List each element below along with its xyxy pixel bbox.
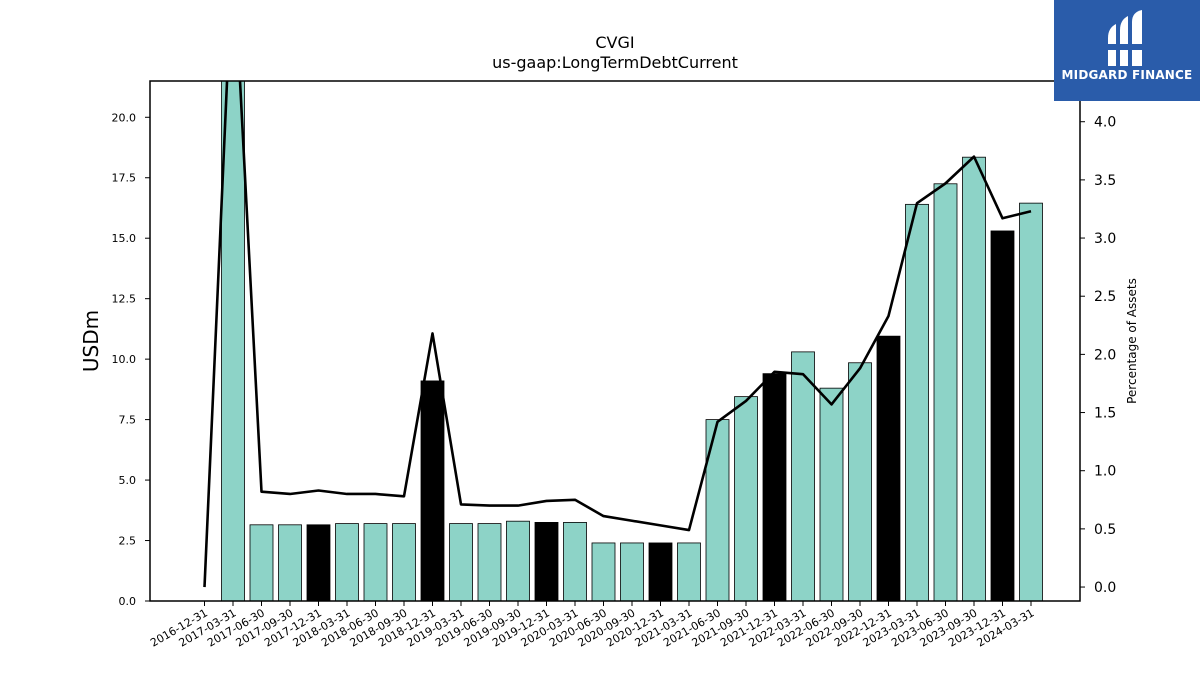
line-layer: [203, 81, 1032, 588]
bar-2017-06-30: [249, 524, 274, 601]
y-axis-label-right: Percentage of Assets: [1125, 278, 1139, 404]
y-tick-label: 2.5: [119, 535, 137, 548]
bar-2023-06-30: [933, 183, 958, 601]
bar-2022-03-31: [791, 351, 815, 601]
bar-2018-03-31: [335, 523, 359, 601]
bar-2021-06-30: [705, 419, 730, 601]
y2-tick-label: 3.5: [1094, 173, 1116, 189]
bar-2019-06-30: [477, 523, 502, 601]
y-tick-label: 0.0: [119, 595, 137, 608]
y2-tick-label: 1.5: [1094, 406, 1116, 422]
bar-2018-12-31: [420, 380, 445, 601]
bar-2023-03-31: [905, 203, 929, 601]
logo-text: MIDGARD FINANCE: [1061, 68, 1193, 82]
bar-2020-12-31: [648, 542, 673, 601]
y-tick-label: 20.0: [112, 111, 137, 124]
y2-tick-label: 2.0: [1094, 347, 1116, 363]
bar-2022-06-30: [819, 387, 844, 601]
bar-2023-12-31: [990, 230, 1015, 601]
bar-2017-09-30: [278, 524, 302, 601]
y2-tick-label: 2.5: [1094, 289, 1116, 305]
bar-2021-12-31: [762, 373, 787, 601]
bar-2020-03-31: [563, 522, 587, 601]
y-tick-label: 12.5: [112, 293, 137, 306]
y-tick-label: 15.0: [112, 232, 137, 245]
y2-tick-label: 0.0: [1094, 580, 1116, 596]
chart-title: CVGI: [595, 33, 634, 52]
chart-subtitle: us-gaap:LongTermDebtCurrent: [492, 53, 738, 72]
plot-frame: [149, 80, 1081, 602]
y-tick-label: 17.5: [112, 172, 137, 185]
bar-2021-03-31: [677, 542, 701, 601]
midgard-finance-logo: MIDGARD FINANCE: [1054, 0, 1200, 101]
bar-2024-03-31: [1019, 202, 1043, 601]
y-tick-label: 10.0: [112, 353, 137, 366]
bars-layer: [221, 81, 1043, 601]
bar-2018-09-30: [392, 523, 416, 601]
bar-2018-06-30: [363, 523, 388, 601]
y-tick-label: 5.0: [119, 474, 137, 487]
pct-of-assets-line: [203, 81, 1032, 588]
y2-tick-label: 3.0: [1094, 231, 1116, 247]
y2-tick-label: 0.5: [1094, 522, 1116, 538]
bar-2021-09-30: [734, 396, 758, 601]
bar-2017-03-31: [221, 81, 245, 601]
bar-2019-09-30: [506, 520, 530, 601]
logo-icon: [1106, 10, 1146, 66]
y-axis-label-left: USDm: [79, 310, 103, 372]
bar-2020-06-30: [591, 542, 616, 601]
y2-tick-label: 4.0: [1094, 115, 1116, 131]
bar-2019-12-31: [534, 522, 559, 601]
y2-tick-label: 1.0: [1094, 464, 1116, 480]
bar-2022-09-30: [848, 362, 872, 601]
y-tick-label: 7.5: [119, 414, 137, 427]
bar-2022-12-31: [876, 335, 901, 601]
bar-2019-03-31: [449, 523, 473, 601]
bar-2023-09-30: [962, 156, 986, 601]
bar-2020-09-30: [620, 542, 644, 601]
bar-2017-12-31: [306, 524, 331, 601]
